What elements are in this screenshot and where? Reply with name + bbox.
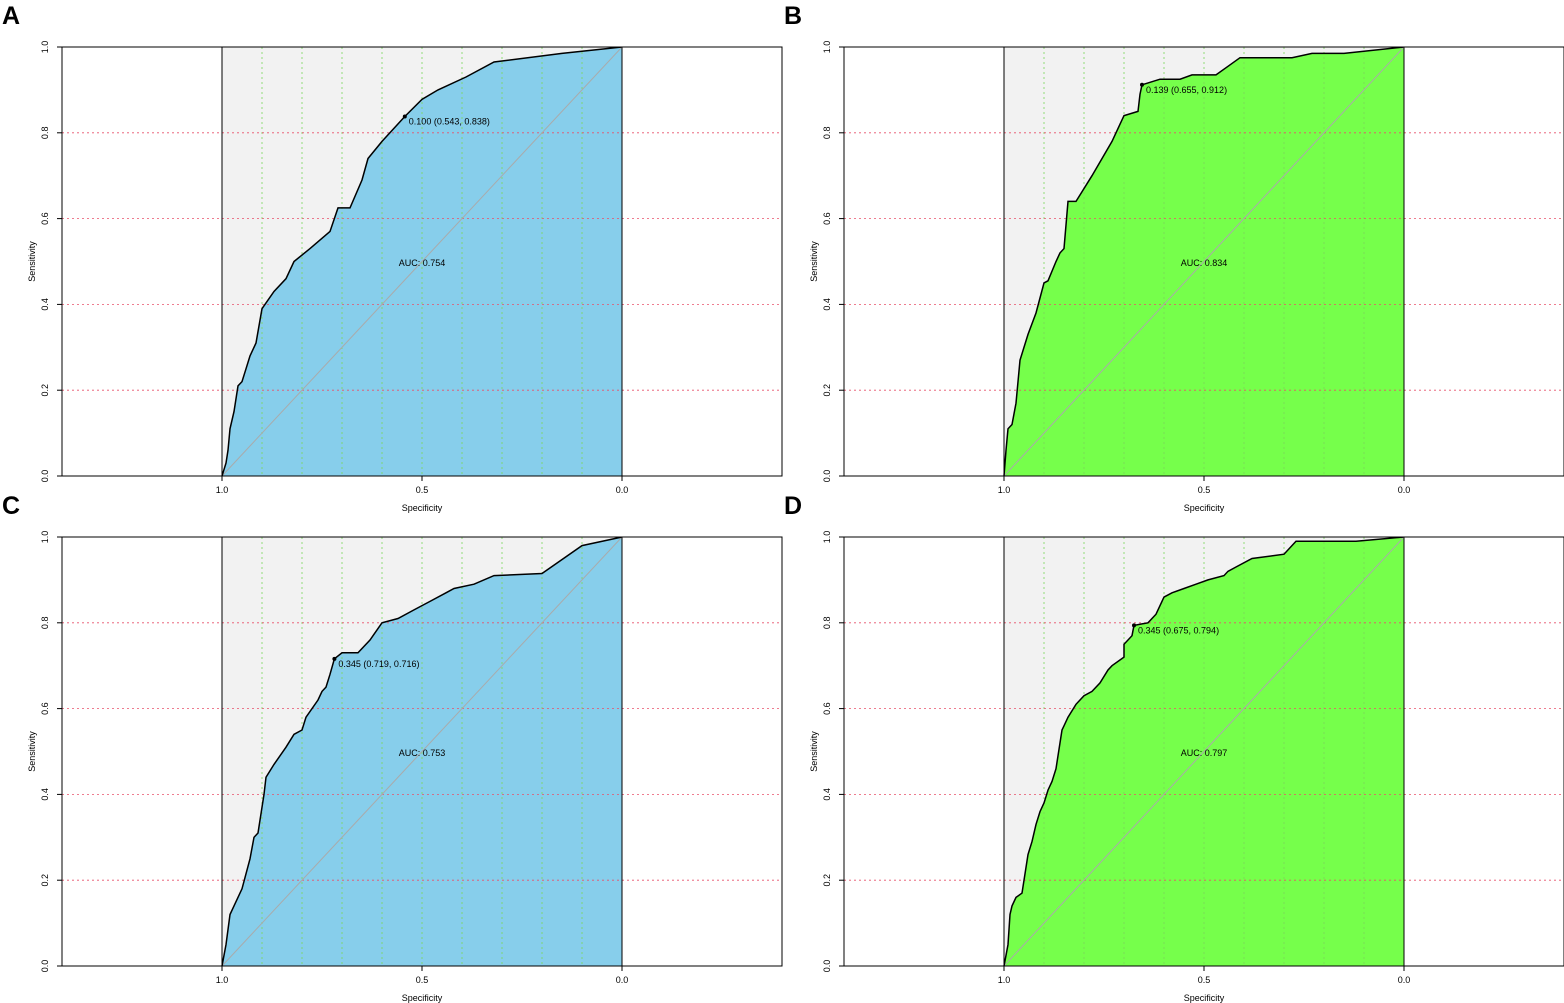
y-tick-label-b: 0.0	[822, 470, 832, 483]
threshold-label-a: 0.100 (0.543, 0.838)	[409, 116, 490, 126]
y-axis-label-a: Sensitivity	[27, 241, 37, 282]
x-axis-label-d: Specificity	[1184, 993, 1225, 1003]
y-tick-label-b: 1.0	[822, 41, 832, 54]
panel-label-d: D	[784, 492, 803, 520]
threshold-label-c: 0.345 (0.719, 0.716)	[338, 659, 419, 669]
threshold-point-a	[402, 114, 407, 119]
unit-square-border-c	[221, 537, 623, 966]
y-tick-label-a: 0.6	[40, 212, 50, 225]
auc-label-a: AUC: 0.754	[399, 258, 446, 268]
x-axis-label-a: Specificity	[402, 503, 443, 513]
x-tick-label-d: 1.0	[998, 975, 1011, 985]
y-tick-label-c: 0.8	[40, 617, 50, 630]
y-tick-label-a: 0.8	[40, 127, 50, 140]
plot-area-d	[844, 537, 1564, 966]
plot-area-b	[844, 47, 1564, 476]
x-tick-label-d: 0.5	[1198, 975, 1211, 985]
unit-square-border-d	[1003, 537, 1405, 966]
panel-label-b: B	[784, 2, 803, 30]
roc-chart-d: 0.345 (0.675, 0.794) AUC: 0.797 1.0 0.5 0.0 S…	[809, 531, 1564, 1003]
y-tick-label-c: 1.0	[40, 531, 50, 544]
x-tick-label-b: 0.0	[1398, 485, 1411, 495]
diagonal-line-c	[221, 537, 623, 966]
x-axis-label-c: Specificity	[402, 993, 443, 1003]
threshold-label-b: 0.139 (0.655, 0.912)	[1146, 85, 1227, 95]
y-tick-label-c: 0.4	[40, 788, 50, 801]
plot-area-a	[62, 47, 782, 476]
y-tick-label-c: 0.6	[40, 702, 50, 715]
x-axis-label-b: Specificity	[1184, 503, 1225, 513]
x-tick-label-c: 1.0	[216, 975, 229, 985]
roc-curve-a	[221, 47, 623, 476]
y-tick-label-b: 0.2	[822, 384, 832, 397]
threshold-label-d: 0.345 (0.675, 0.794)	[1138, 625, 1219, 635]
y-tick-label-d: 0.0	[822, 960, 832, 973]
chart-panel-b: 0.139 (0.655, 0.912) AUC: 0.834 1.0 0.5 0.0 S…	[782, 0, 1564, 513]
x-tick-label-b: 0.5	[1198, 485, 1211, 495]
auc-label-c: AUC: 0.753	[399, 748, 446, 758]
roc-chart-b: 0.139 (0.655, 0.912) AUC: 0.834 1.0 0.5 0.0 S…	[809, 41, 1564, 513]
y-tick-label-d: 0.4	[822, 788, 832, 801]
threshold-point-d	[1132, 623, 1136, 628]
roc-chart-c: 0.345 (0.719, 0.716) AUC: 0.753 1.0 0.5 0.0 S…	[27, 531, 783, 1003]
y-tick-label-b: 0.8	[822, 127, 832, 140]
y-tick-label-b: 0.4	[822, 298, 832, 311]
roc-curve-c	[221, 537, 623, 966]
y-tick-label-d: 0.6	[822, 702, 832, 715]
unit-square-border-a	[221, 47, 623, 476]
y-tick-label-c: 0.2	[40, 874, 50, 887]
y-axis-label-d: Sensitivity	[809, 731, 819, 772]
x-tick-label-b: 1.0	[998, 485, 1011, 495]
chart-panel-c: 0.345 (0.719, 0.716) AUC: 0.753 1.0 0.5 0.0 S…	[0, 490, 783, 1003]
x-tick-label-d: 0.0	[1398, 975, 1411, 985]
roc-curve-b	[1003, 47, 1405, 476]
x-tick-label-a: 0.5	[416, 485, 429, 495]
panel-label-a: A	[2, 2, 21, 30]
unit-square-border-b	[1003, 47, 1405, 476]
y-tick-label-a: 0.0	[40, 470, 50, 483]
y-axis-label-c: Sensitivity	[27, 731, 37, 772]
diagonal-line-a	[221, 47, 623, 476]
chart-panel-a: 0.100 (0.543, 0.838) AUC: 0.754 1.0 0.5 0.0 S…	[0, 0, 783, 513]
diagonal-line-d	[1003, 537, 1405, 966]
y-tick-label-c: 0.0	[40, 960, 50, 973]
x-tick-label-a: 0.0	[616, 485, 629, 495]
auc-label-b: AUC: 0.834	[1181, 258, 1228, 268]
threshold-point-b	[1140, 82, 1144, 87]
y-tick-label-d: 0.2	[822, 874, 832, 887]
threshold-point-c	[332, 656, 337, 661]
x-tick-label-a: 1.0	[216, 485, 229, 495]
roc-chart-a: 0.100 (0.543, 0.838) AUC: 0.754 1.0 0.5 0.0 S…	[27, 41, 783, 513]
y-tick-label-d: 0.8	[822, 617, 832, 630]
y-tick-label-a: 0.4	[40, 298, 50, 311]
x-tick-label-c: 0.0	[616, 975, 629, 985]
x-tick-label-c: 0.5	[416, 975, 429, 985]
y-axis-label-b: Sensitivity	[809, 241, 819, 282]
y-tick-label-a: 1.0	[40, 41, 50, 54]
panel-label-c: C	[2, 492, 21, 520]
auc-label-d: AUC: 0.797	[1181, 748, 1228, 758]
roc-curve-d	[1003, 537, 1405, 966]
chart-panel-d: 0.345 (0.675, 0.794) AUC: 0.797 1.0 0.5 0.0 S…	[782, 490, 1564, 1003]
y-tick-label-a: 0.2	[40, 384, 50, 397]
y-tick-label-b: 0.6	[822, 212, 832, 225]
diagonal-line-b	[1003, 47, 1405, 476]
plot-area-c	[62, 537, 782, 966]
y-tick-label-d: 1.0	[822, 531, 832, 544]
